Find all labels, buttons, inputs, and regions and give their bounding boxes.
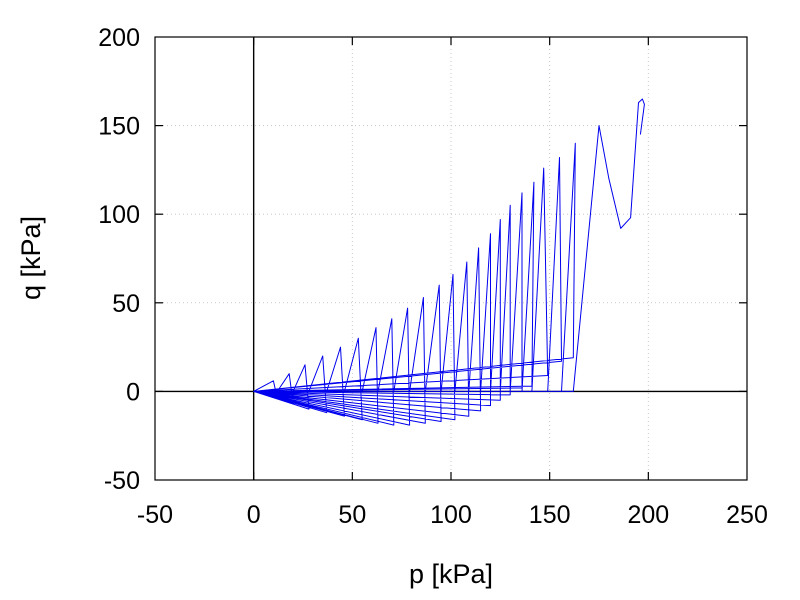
stress-path-series	[253, 98, 645, 426]
y-tick-label: 150	[98, 113, 140, 141]
x-tick-label: 150	[529, 501, 571, 529]
stress-path-line	[253, 98, 645, 426]
grid-lines	[155, 37, 747, 480]
x-axis-label: p [kPa]	[409, 559, 493, 589]
x-tick-label: 250	[726, 501, 768, 529]
y-tick-label: 50	[112, 290, 140, 318]
y-tick-label: -50	[104, 467, 140, 495]
x-tick-label: -50	[137, 501, 173, 529]
y-tick-label: 100	[98, 201, 140, 229]
x-tick-labels: -50 0 50 100 150 200 250	[137, 501, 768, 529]
y-tick-label: 200	[98, 24, 140, 52]
y-tick-label: 0	[126, 378, 140, 406]
x-tick-label: 0	[247, 501, 261, 529]
x-tick-label: 100	[430, 501, 472, 529]
x-tick-label: 50	[338, 501, 366, 529]
y-tick-labels: -50 0 50 100 150 200	[98, 24, 140, 495]
x-tick-label: 200	[627, 501, 669, 529]
tick-marks	[155, 37, 747, 480]
y-axis-label: q [kPa]	[16, 216, 46, 300]
